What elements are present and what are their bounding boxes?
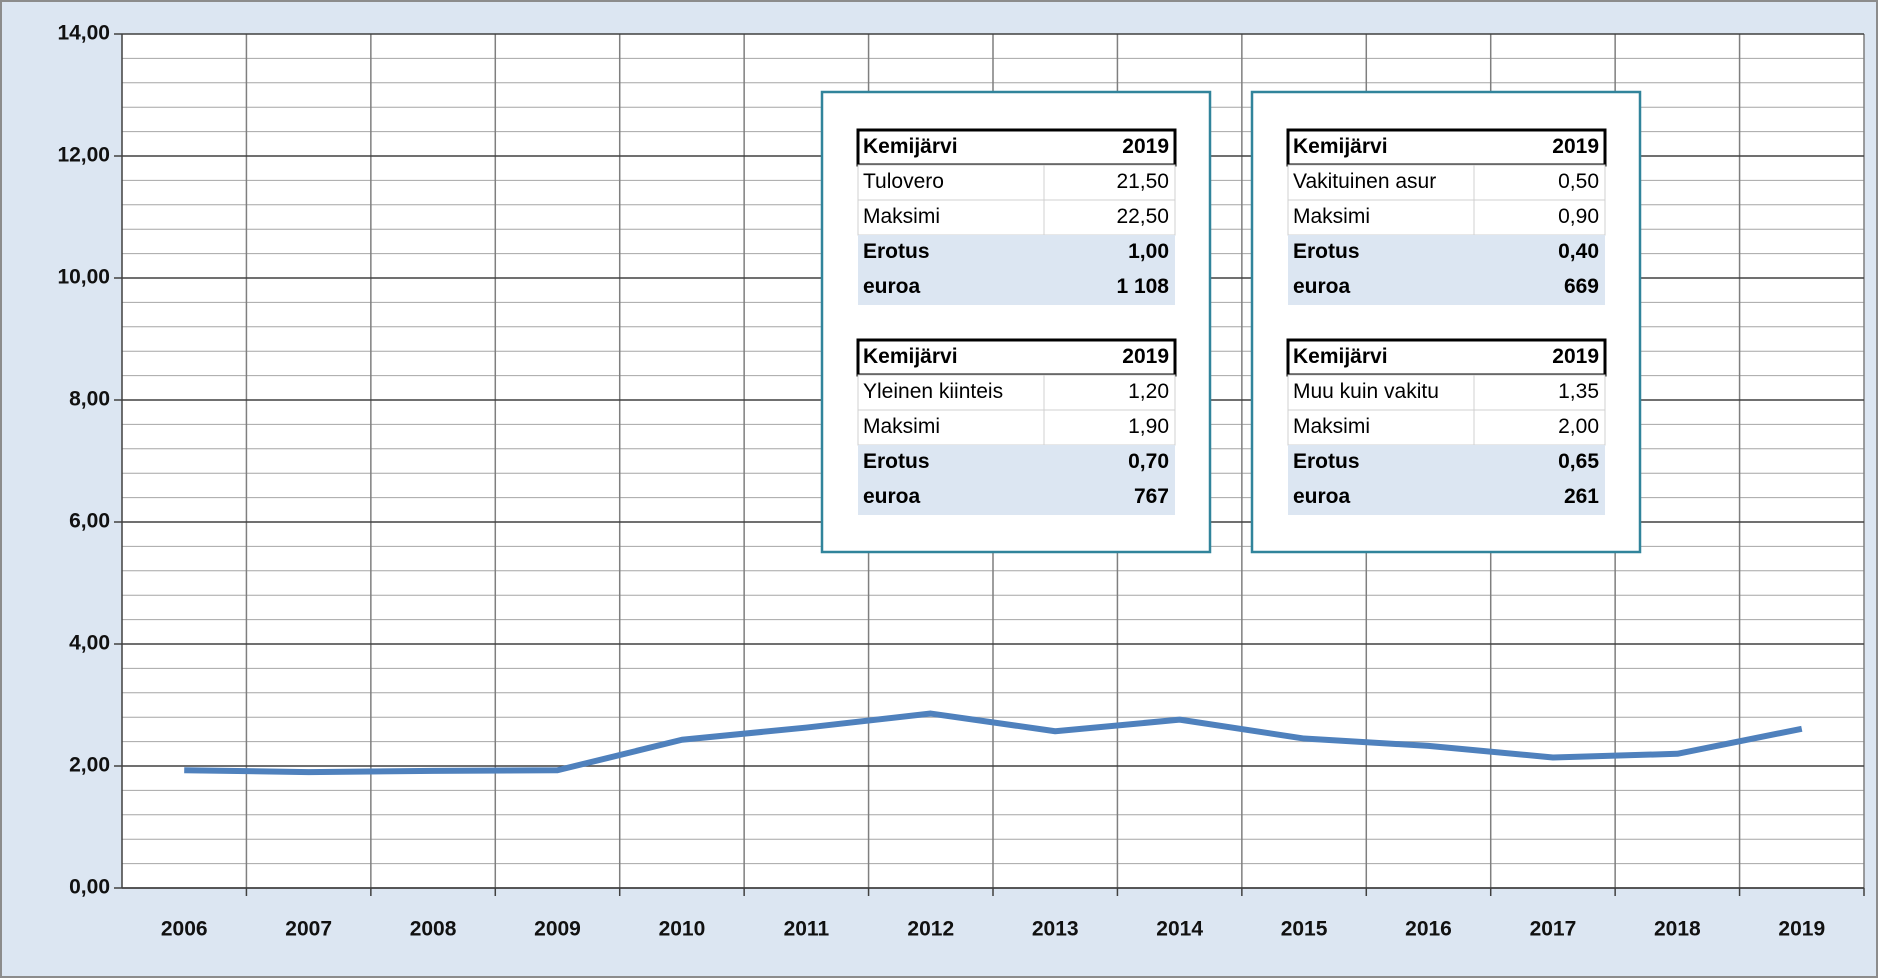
table-cell (1043, 374, 1176, 411)
x-tick-label: 2009 (534, 918, 581, 941)
x-tick-label: 2016 (1405, 918, 1452, 941)
x-tick-label: 2019 (1778, 918, 1825, 941)
table-row-bg (858, 235, 1175, 270)
table-value: 261 (1564, 485, 1599, 508)
table-label: Kemijärvi (863, 345, 958, 368)
table-cell (857, 409, 1045, 446)
table-header (856, 128, 1177, 167)
table-value: 2019 (1552, 345, 1599, 368)
table-row-bg (858, 270, 1175, 305)
table-label: Erotus (1293, 240, 1360, 263)
x-tick-label: 2010 (659, 918, 706, 941)
y-tick-label: 4,00 (69, 632, 110, 655)
x-tick-label: 2012 (907, 918, 954, 941)
table-label: Erotus (1293, 450, 1360, 473)
x-tick-label: 2011 (784, 918, 830, 941)
table-value: 669 (1564, 275, 1599, 298)
table-label: Maksimi (1293, 205, 1370, 228)
table-value: 0,70 (1128, 450, 1169, 473)
table-label: Kemijärvi (863, 135, 958, 158)
table-value: 2,00 (1558, 415, 1599, 438)
table-label: euroa (1293, 275, 1351, 298)
y-tick-label: 14,00 (57, 22, 110, 45)
table-cell (1043, 164, 1176, 201)
x-tick-label: 2015 (1281, 918, 1328, 941)
table-value: 2019 (1122, 345, 1169, 368)
table-label: Muu kuin vakitu (1293, 380, 1439, 403)
table-value: 0,40 (1558, 240, 1599, 263)
table-value: 0,50 (1558, 170, 1599, 193)
table-cell (857, 199, 1045, 236)
x-tick-label: 2007 (285, 918, 332, 941)
annotation-table: Kemijärvi 2019 Yleinen kiinteis 1,20 Maksimi… (856, 338, 1177, 515)
x-tick-label: 2017 (1530, 918, 1577, 941)
table-header (1286, 338, 1607, 377)
y-tick-label: 10,00 (57, 266, 110, 289)
table-row-bg (858, 480, 1175, 515)
table-row-bg (1288, 480, 1605, 515)
table-row-bg (1288, 445, 1605, 480)
table-cell (1473, 374, 1606, 411)
table-label: Yleinen kiinteis (863, 380, 1003, 403)
table-cell (857, 374, 1045, 411)
x-tick-label: 2018 (1654, 918, 1701, 941)
table-label: Erotus (863, 240, 930, 263)
annotation-table: Kemijärvi 2019 Tulovero 21,50 Maksimi 22,50 Er… (856, 128, 1177, 305)
table-label: euroa (863, 275, 921, 298)
table-value: 21,50 (1116, 170, 1169, 193)
table-label: Maksimi (863, 205, 940, 228)
y-tick-label: 2,00 (69, 754, 110, 777)
table-label: Maksimi (863, 415, 940, 438)
x-tick-label: 2013 (1032, 918, 1079, 941)
table-label: Erotus (863, 450, 930, 473)
x-tick-label: 2008 (410, 918, 457, 941)
annotation-table: Kemijärvi 2019 Muu kuin vakitu 1,35 Maksimi 2… (1286, 338, 1607, 515)
x-tick-label: 2006 (161, 918, 208, 941)
table-label: Kemijärvi (1293, 135, 1388, 158)
table-value: 1,35 (1558, 380, 1599, 403)
table-row-bg (1288, 235, 1605, 270)
y-tick-label: 6,00 (69, 510, 110, 533)
table-label: Kemijärvi (1293, 345, 1388, 368)
table-value: 2019 (1122, 135, 1169, 158)
table-value: 0,90 (1558, 205, 1599, 228)
table-cell (1287, 164, 1475, 201)
table-label: Vakituinen asur (1293, 170, 1436, 193)
table-value: 1,20 (1128, 380, 1169, 403)
table-cell (1043, 199, 1176, 236)
y-tick-label: 12,00 (57, 144, 110, 167)
table-cell (1043, 409, 1176, 446)
table-value: 767 (1134, 485, 1169, 508)
table-label: euroa (863, 485, 921, 508)
x-tick-label: 2014 (1156, 918, 1203, 941)
y-tick-label: 8,00 (69, 388, 110, 411)
line-series (184, 710, 1803, 776)
table-label: Maksimi (1293, 415, 1370, 438)
table-value: 1,00 (1128, 240, 1169, 263)
table-cell (1473, 199, 1606, 236)
table-value: 22,50 (1116, 205, 1169, 228)
table-value: 1,90 (1128, 415, 1169, 438)
table-header (1286, 128, 1607, 167)
table-row-bg (858, 445, 1175, 480)
table-cell (1287, 199, 1475, 236)
table-cell (857, 164, 1045, 201)
table-value: 0,65 (1558, 450, 1599, 473)
table-label: Tulovero (863, 170, 944, 193)
table-label: euroa (1293, 485, 1351, 508)
table-value: 1 108 (1116, 275, 1169, 298)
y-tick-label: 0,00 (69, 876, 110, 899)
table-cell (1287, 409, 1475, 446)
table-row-bg (1288, 270, 1605, 305)
table-cell (1287, 374, 1475, 411)
annotation-table: Kemijärvi 2019 Vakituinen asur 0,50 Maksimi 0… (1286, 128, 1607, 305)
table-value: 2019 (1552, 135, 1599, 158)
